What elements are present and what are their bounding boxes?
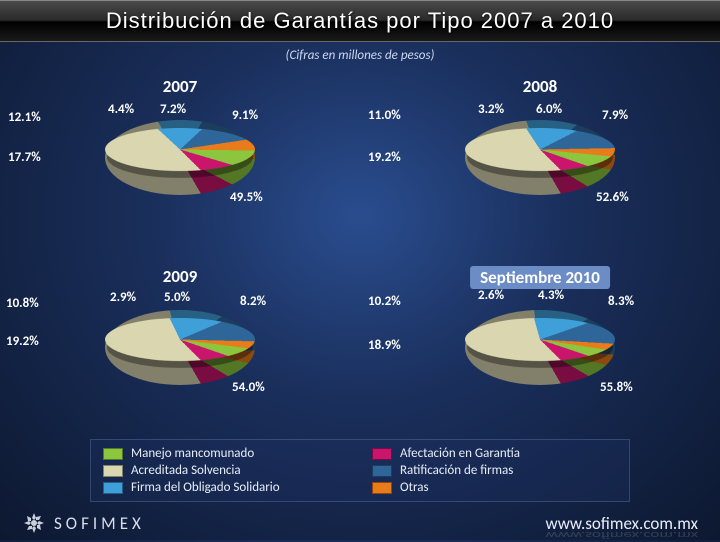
chart-cell: 2007 49.5% 17.7% 12.1% 4.4% 7.2% 9.1% xyxy=(0,72,360,262)
slice-percent-label: 4.3% xyxy=(538,288,564,303)
slice-percent-label: 2.6% xyxy=(478,288,504,303)
slice-percent-label: 8.2% xyxy=(240,294,266,309)
legend-label: Otras xyxy=(400,480,429,495)
footer: SOFIMEX www.sofimex.com.mx www.sofimex.c… xyxy=(0,506,720,540)
pie-chart xyxy=(105,302,255,377)
legend-swatch xyxy=(372,448,392,460)
slice-percent-label: 3.2% xyxy=(478,102,504,117)
slice-percent-label: 19.2% xyxy=(368,150,401,165)
legend-item: Afectación en Garantía xyxy=(372,446,617,461)
slice-percent-label: 6.0% xyxy=(536,102,562,117)
legend-item: Manejo mancomunado xyxy=(103,446,348,461)
slice-percent-label: 49.5% xyxy=(230,190,263,205)
page-title: Distribución de Garantías por Tipo 2007 … xyxy=(106,8,614,34)
brand-logo: SOFIMEX xyxy=(22,511,145,535)
chart-cell: Septiembre 2010 55.8% 18.9% 10.2% 2.6% 4.3% 8.… xyxy=(360,262,720,452)
slice-percent-label: 10.2% xyxy=(368,294,401,309)
legend-label: Manejo mancomunado xyxy=(131,446,254,461)
slice-percent-label: 54.0% xyxy=(232,380,265,395)
slice-percent-label: 5.0% xyxy=(164,290,190,305)
legend-item: Acreditada Solvencia xyxy=(103,463,348,478)
chart-cell: 2008 52.6% 19.2% 11.0% 3.2% 6.0% 7.9% xyxy=(360,72,720,262)
slice-percent-label: 8.3% xyxy=(608,294,634,309)
legend-label: Firma del Obligado Solidario xyxy=(131,480,280,495)
legend-swatch xyxy=(372,482,392,494)
slice-percent-label: 12.1% xyxy=(8,110,41,125)
chart-year-label: 2008 xyxy=(515,76,565,97)
legend-item: Ratificación de firmas xyxy=(372,463,617,478)
slice-percent-label: 52.6% xyxy=(596,190,629,205)
chart-year-label: 2007 xyxy=(155,76,205,97)
chart-cell: 2009 54.0% 19.2% 10.8% 2.9% 5.0% 8.2% xyxy=(0,262,360,452)
pie-chart xyxy=(105,112,255,187)
slice-percent-label: 4.4% xyxy=(108,102,134,117)
chart-year-label: Septiembre 2010 xyxy=(470,266,610,289)
slice-percent-label: 19.2% xyxy=(6,334,39,349)
sofimex-icon xyxy=(22,511,46,535)
legend-swatch xyxy=(372,465,392,477)
slice-percent-label: 9.1% xyxy=(232,108,258,123)
title-bar: Distribución de Garantías por Tipo 2007 … xyxy=(0,0,720,42)
chart-year-label: 2009 xyxy=(155,266,205,287)
charts-grid: 2007 49.5% 17.7% 12.1% 4.4% 7.2% 9.1% 2008 52.6%… xyxy=(0,72,720,452)
legend-label: Ratificación de firmas xyxy=(400,463,513,478)
pie-chart xyxy=(465,302,615,377)
slice-percent-label: 11.0% xyxy=(368,108,401,123)
slice-percent-label: 17.7% xyxy=(8,150,41,165)
pie-chart xyxy=(465,112,615,187)
slice-percent-label: 2.9% xyxy=(110,290,136,305)
brand-text: SOFIMEX xyxy=(54,513,145,534)
legend-item: Firma del Obligado Solidario xyxy=(103,480,348,495)
slice-percent-label: 18.9% xyxy=(368,338,401,353)
legend-label: Afectación en Garantía xyxy=(400,446,520,461)
legend-swatch xyxy=(103,448,123,460)
legend-swatch xyxy=(103,482,123,494)
legend-label: Acreditada Solvencia xyxy=(131,463,241,478)
legend-swatch xyxy=(103,465,123,477)
slice-percent-label: 55.8% xyxy=(600,380,633,395)
slice-percent-label: 7.2% xyxy=(160,102,186,117)
subtitle: (Cifras en millones de pesos) xyxy=(0,48,720,63)
slice-percent-label: 7.9% xyxy=(602,108,628,123)
legend: Manejo mancomunado Afectación en Garantía… xyxy=(90,439,630,502)
slice-percent-label: 10.8% xyxy=(6,296,39,311)
legend-item: Otras xyxy=(372,480,617,495)
